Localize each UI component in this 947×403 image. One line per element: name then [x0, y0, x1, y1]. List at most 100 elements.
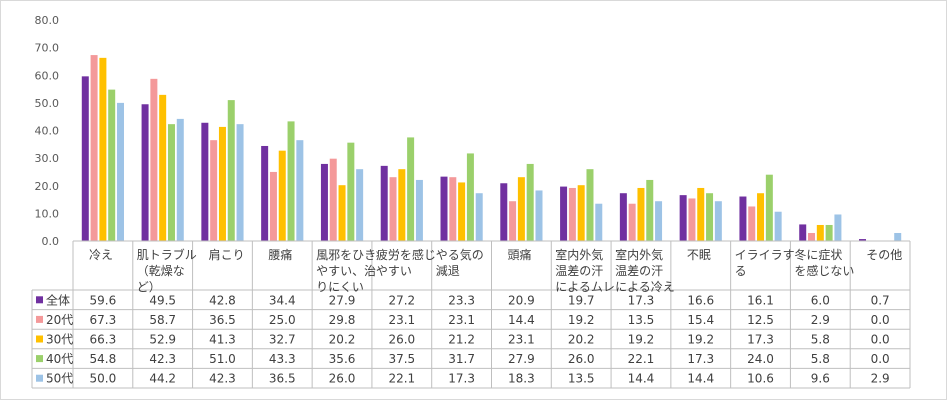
data-table-value: 20.2: [568, 333, 595, 347]
bar: [706, 193, 714, 241]
data-table-value: 9.6: [811, 372, 830, 386]
bar: [329, 158, 337, 241]
category-label: 疲労を感じ: [376, 247, 436, 262]
legend-swatch: [36, 296, 43, 304]
data-table-value: 54.8: [90, 352, 117, 366]
category-label: イライラす: [735, 248, 795, 262]
y-tick-label: 10.0: [35, 207, 60, 220]
bar: [296, 140, 304, 241]
category-label: ど）: [137, 280, 161, 294]
data-table-value: 26.0: [329, 372, 356, 386]
data-table-value: 42.3: [149, 352, 176, 366]
legend-label: 30代: [46, 333, 73, 347]
data-table-value: 12.5: [747, 313, 774, 327]
bar: [108, 89, 116, 242]
legend-swatch: [36, 335, 43, 343]
data-table-value: 34.4: [269, 293, 296, 307]
category-label: によるムレ: [555, 280, 615, 294]
data-table-value: 20.9: [508, 293, 535, 307]
y-tick-label: 40.0: [35, 125, 60, 138]
data-table-value: 20.2: [329, 333, 356, 347]
data-table-value: 14.4: [508, 313, 535, 327]
data-table-value: 24.0: [747, 352, 774, 366]
bar: [714, 201, 722, 241]
bar: [159, 94, 167, 241]
category-label: やすい、治: [316, 264, 376, 278]
data-table-value: 5.8: [811, 333, 830, 347]
data-table-value: 66.3: [90, 333, 117, 347]
legend-label: 20代: [46, 313, 73, 327]
category-label: 減退: [436, 263, 460, 278]
bar: [167, 124, 175, 241]
category-label: りにくい: [316, 280, 364, 294]
bar: [774, 211, 782, 241]
data-table-value: 22.1: [388, 372, 415, 386]
data-table-value: 27.2: [388, 293, 415, 307]
bar: [398, 169, 406, 241]
bar: [619, 193, 627, 241]
category-label: を感じない: [794, 263, 854, 278]
data-table-value: 0.7: [871, 293, 890, 307]
category-label: 室内外気: [615, 247, 663, 262]
bar: [320, 163, 328, 241]
data-table-value: 19.2: [628, 333, 655, 347]
data-table-value: 37.5: [388, 352, 415, 366]
data-table-value: 17.3: [747, 333, 774, 347]
data-table-value: 10.6: [747, 372, 774, 386]
bar: [227, 100, 235, 241]
category-label: による冷え: [615, 280, 675, 294]
y-tick-label: 50.0: [35, 97, 60, 110]
category-label: 不眠: [687, 248, 711, 262]
bar: [859, 239, 867, 241]
y-tick-label: 70.0: [35, 42, 60, 55]
data-table-value: 13.5: [628, 313, 655, 327]
bar: [748, 206, 756, 241]
bar: [278, 150, 286, 241]
bar: [389, 177, 397, 241]
data-table-value: 67.3: [90, 313, 117, 327]
legend-swatch: [36, 374, 43, 382]
bar: [894, 232, 902, 241]
data-table-value: 31.7: [448, 352, 475, 366]
bar: [509, 201, 517, 241]
category-label: 風邪をひき: [316, 248, 376, 262]
bar: [415, 179, 423, 241]
bar: [825, 224, 833, 241]
bar: [535, 190, 543, 241]
category-label: その他: [866, 248, 902, 262]
bar: [688, 198, 696, 241]
data-table-value: 6.0: [811, 293, 830, 307]
data-table-value: 19.2: [687, 333, 714, 347]
category-label: 肩こり: [209, 247, 245, 262]
data-table-value: 17.3: [687, 352, 714, 366]
legend-label: 全体: [46, 292, 70, 307]
bar: [595, 203, 603, 241]
bar: [697, 187, 705, 241]
bar: [449, 177, 457, 241]
bar: [269, 171, 277, 241]
data-table-value: 35.6: [329, 352, 356, 366]
category-label: 冷え: [89, 248, 113, 262]
bar: [679, 195, 687, 241]
data-table-value: 26.0: [388, 333, 415, 347]
bar: [637, 187, 645, 241]
data-table-value: 0.0: [871, 313, 890, 327]
data-table-value: 23.1: [508, 333, 535, 347]
data-table-value: 27.9: [508, 352, 535, 366]
data-table-value: 51.0: [209, 352, 236, 366]
bar: [466, 153, 474, 241]
bar: [517, 177, 525, 241]
bar: [500, 183, 508, 241]
bar: [816, 224, 824, 241]
data-table-value: 58.7: [149, 313, 176, 327]
bar: [287, 121, 295, 241]
bar: [765, 174, 773, 241]
data-table-value: 5.8: [811, 352, 830, 366]
legend-label: 50代: [46, 372, 73, 386]
data-table-value: 21.2: [448, 333, 475, 347]
bar: [338, 185, 346, 241]
data-table-value: 29.8: [329, 313, 356, 327]
bar: [475, 193, 483, 241]
